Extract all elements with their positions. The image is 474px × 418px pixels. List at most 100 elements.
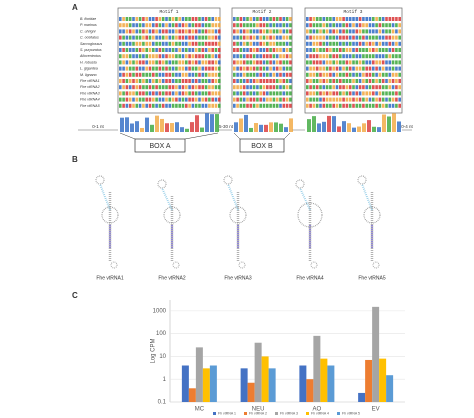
- base: [145, 72, 148, 77]
- base: [208, 66, 211, 71]
- base: [275, 66, 279, 71]
- base: [381, 54, 385, 59]
- logo-letter: [289, 118, 293, 132]
- base: [178, 91, 181, 96]
- species-name: L. gigantea: [80, 67, 98, 71]
- base: [352, 48, 355, 52]
- base: [155, 29, 158, 34]
- base: [289, 85, 292, 90]
- base: [266, 54, 269, 59]
- base: [385, 72, 388, 77]
- base: [145, 91, 148, 96]
- base: [242, 72, 246, 77]
- logo-letter: [150, 124, 154, 132]
- base: [158, 35, 162, 40]
- base: [345, 97, 349, 102]
- base: [362, 35, 365, 40]
- base: [152, 103, 155, 108]
- base: [194, 103, 198, 108]
- base: [181, 103, 185, 108]
- base: [155, 35, 158, 40]
- base: [178, 54, 181, 59]
- base: [239, 85, 243, 90]
- base: [385, 17, 388, 21]
- base: [262, 60, 266, 65]
- base: [329, 103, 332, 108]
- base: [191, 91, 195, 96]
- base: [395, 17, 398, 21]
- base: [161, 23, 165, 28]
- base: [155, 79, 158, 83]
- bar: [358, 392, 366, 402]
- base: [375, 29, 378, 34]
- base: [152, 41, 155, 46]
- base: [285, 60, 289, 65]
- base: [178, 85, 181, 90]
- base: [259, 54, 262, 59]
- base: [315, 23, 319, 28]
- base: [358, 41, 362, 46]
- base: [315, 48, 319, 52]
- base: [165, 85, 168, 90]
- base: [312, 72, 316, 77]
- base: [306, 91, 309, 96]
- base: [325, 17, 329, 21]
- terminal-loop: [172, 261, 180, 269]
- base: [242, 103, 246, 108]
- base: [368, 29, 372, 34]
- base: [339, 72, 342, 77]
- base: [138, 91, 142, 96]
- base: [355, 91, 359, 96]
- base: [148, 72, 152, 77]
- base: [198, 91, 201, 96]
- base: [306, 79, 309, 83]
- base: [135, 79, 139, 83]
- base: [262, 79, 266, 83]
- base: [398, 66, 401, 71]
- base: [168, 79, 172, 83]
- base: [168, 54, 172, 59]
- base: [256, 54, 259, 59]
- base: [259, 60, 262, 65]
- base: [365, 48, 368, 52]
- base: [345, 60, 349, 65]
- base: [249, 29, 253, 34]
- base: [388, 97, 392, 102]
- base: [266, 66, 269, 71]
- base: [285, 91, 289, 96]
- x-tick-label: NEU: [252, 407, 265, 413]
- base: [138, 54, 142, 59]
- species-name: Fhe vtRNA4: [80, 98, 100, 102]
- base: [315, 79, 319, 83]
- base: [395, 23, 398, 28]
- base: [138, 17, 142, 21]
- base: [269, 97, 272, 102]
- base: [158, 91, 162, 96]
- base: [342, 35, 345, 40]
- base: [312, 48, 316, 52]
- base: [125, 97, 129, 102]
- loop: [297, 202, 323, 228]
- base: [289, 60, 292, 65]
- base: [398, 60, 401, 65]
- base: [191, 97, 195, 102]
- base: [391, 91, 395, 96]
- base: [218, 97, 221, 102]
- base: [165, 17, 168, 21]
- base: [181, 60, 185, 65]
- base: [325, 23, 329, 28]
- base: [345, 91, 349, 96]
- base: [204, 60, 208, 65]
- base: [218, 23, 221, 28]
- base: [306, 60, 309, 65]
- base: [249, 85, 253, 90]
- base: [365, 79, 368, 83]
- base: [171, 91, 175, 96]
- base: [178, 23, 181, 28]
- structure-label: Fhe vtRNA2: [158, 275, 185, 281]
- base: [362, 29, 365, 34]
- base: [175, 72, 178, 77]
- bar: [372, 306, 380, 402]
- hairpin: [295, 179, 305, 189]
- gap-label: 5-30 nt: [219, 124, 234, 129]
